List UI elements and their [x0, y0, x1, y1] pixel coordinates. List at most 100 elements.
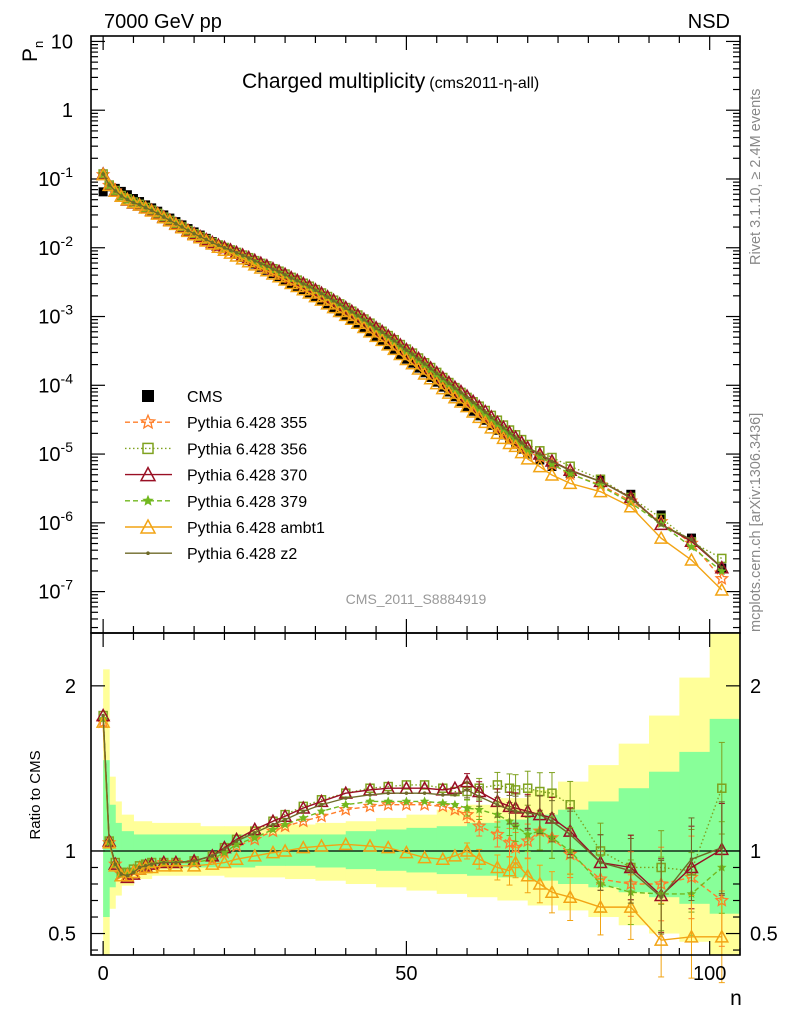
y-tick-label: 10-5 — [38, 439, 73, 466]
chart-title-main: Charged multiplicity — [242, 70, 426, 93]
ratio-point — [422, 791, 427, 795]
y-tick-base: 10 — [38, 444, 60, 466]
ratio-x-tick-label: 50 — [395, 963, 417, 985]
ratio-point — [338, 801, 354, 816]
data-point — [120, 192, 135, 206]
chart-title: Charged multiplicity (cms2011-η-all) — [242, 70, 539, 93]
ratio-point — [368, 793, 372, 797]
ratio-point — [265, 823, 281, 838]
ratio-point — [401, 796, 412, 806]
data-point — [405, 356, 420, 370]
ratio-panel: 0.5 0.5 1 1 2 2 0 50 100 — [48, 632, 778, 985]
ratio-uncertainty-bands — [103, 633, 741, 955]
data-point — [131, 200, 136, 205]
y-tick-exp: -1 — [61, 164, 74, 180]
y-tick-exp: -4 — [61, 370, 74, 386]
data-point — [143, 205, 148, 210]
data-point — [386, 334, 391, 339]
ratio-point — [107, 839, 111, 843]
data-point — [265, 264, 269, 269]
ratio-point — [380, 797, 396, 811]
ratio-point — [417, 797, 432, 811]
ratio-y-tick-label-right: 1 — [750, 841, 761, 863]
ratio-y-tick-label-right: 2 — [750, 676, 761, 698]
data-point — [471, 409, 487, 424]
data-point — [423, 371, 438, 385]
ratio-point — [338, 836, 354, 851]
data-point — [132, 197, 147, 211]
ratio-point — [186, 858, 202, 872]
ratio-point — [205, 856, 220, 870]
y-tick-label: 10-1 — [38, 164, 73, 191]
band-green — [376, 829, 407, 871]
data-point — [192, 231, 196, 236]
ratio-point — [684, 929, 699, 943]
data-point — [253, 260, 269, 274]
legend-item: Pythia 6.428 356 — [125, 441, 307, 458]
band-green — [103, 760, 110, 918]
ratio-point — [168, 858, 184, 872]
y-tick-label: 10-6 — [38, 508, 73, 535]
ratio-point — [280, 819, 290, 829]
ratio-point — [435, 798, 451, 813]
ratio-point — [119, 872, 124, 876]
rivet-label: Rivet 3.1.10, ≥ 2.4M events — [748, 89, 764, 265]
data-point — [550, 459, 554, 464]
data-point — [271, 267, 275, 272]
ratio-frame — [90, 632, 741, 956]
data-point — [338, 307, 354, 322]
data-point — [519, 441, 524, 445]
ratio-point — [174, 860, 178, 865]
ratio-point — [229, 851, 244, 865]
data-point — [186, 227, 202, 241]
data-point — [513, 435, 518, 440]
data-point — [344, 311, 360, 325]
y-tick-base: 10 — [51, 31, 73, 53]
ratio-point — [440, 793, 445, 797]
data-point — [295, 279, 300, 283]
data-point — [398, 343, 403, 348]
legend-marker — [139, 466, 157, 482]
legend-label: Pythia 6.428 370 — [187, 468, 307, 485]
ratio-x-tick-label: 100 — [693, 963, 726, 985]
data-point — [714, 582, 730, 596]
data-point — [259, 261, 263, 266]
data-point — [416, 357, 421, 361]
data-point — [411, 361, 426, 375]
y-tick-label: 10-3 — [38, 302, 73, 329]
data-point — [325, 295, 330, 300]
data-point — [95, 167, 111, 181]
data-point — [210, 240, 215, 245]
ratio-point — [231, 839, 242, 849]
ratio-x-tick-label: 0 — [98, 963, 109, 985]
data-point — [331, 299, 336, 303]
ratio-point — [122, 869, 133, 879]
legend: CMS Pythia 6.428 355 Pythia 6.428 356 Pythi… — [125, 389, 325, 563]
data-point — [168, 216, 184, 231]
data-point — [429, 376, 444, 390]
ratio-point — [459, 843, 475, 857]
ratio-point — [298, 812, 308, 822]
data-point — [302, 285, 317, 299]
band-green — [436, 826, 468, 875]
ratio-point — [247, 831, 263, 846]
legend-label: Pythia 6.428 355 — [187, 415, 307, 432]
ratio-point — [252, 831, 257, 835]
data-point — [247, 257, 263, 271]
data-point — [717, 566, 727, 576]
ratio-ylabel: Ratio to CMS — [27, 750, 44, 839]
y-tick-label: 10-7 — [38, 577, 73, 604]
ratio-point — [399, 845, 414, 859]
ratio-point — [520, 868, 535, 882]
legend-marker — [139, 518, 157, 534]
legend-label: Pythia 6.428 ambt1 — [187, 520, 325, 537]
data-point — [144, 203, 159, 217]
data-point — [107, 183, 111, 187]
data-point — [387, 341, 402, 356]
ratio-point — [689, 857, 694, 862]
ratio-point — [522, 783, 533, 793]
data-point — [517, 444, 527, 454]
data-point — [228, 248, 233, 253]
band-green — [679, 751, 711, 904]
data-point — [289, 278, 305, 293]
